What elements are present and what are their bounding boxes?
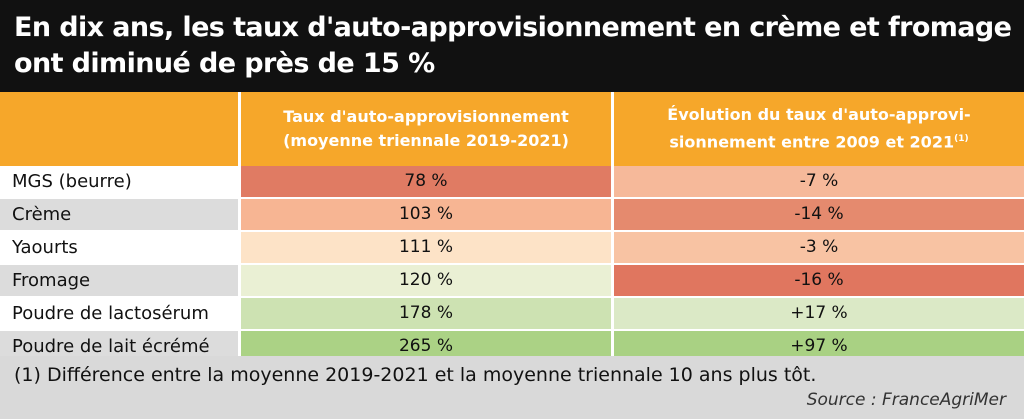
table-row: Fromage 120 % -16 %: [0, 265, 1024, 298]
table-body: MGS (beurre) 78 % -7 % Crème 103 % -14 % Yaour…: [0, 166, 1024, 364]
header-rate: Taux d'auto-approvisionnement (moyenne t…: [238, 92, 611, 166]
header-change-line-2: sionnement entre 2009 et 2021(1): [614, 127, 1024, 154]
header-change: Évolution du taux d'auto-approvi- sionne…: [611, 92, 1024, 166]
header-rate-line-1: Taux d'auto-approvisionnement: [283, 107, 569, 126]
rate-cell: 120 %: [238, 265, 611, 296]
source-credit: Source : FranceAgriMer: [806, 390, 1006, 410]
header-change-line-2-text: sionnement entre 2009 et 2021: [669, 132, 955, 152]
table-row: Poudre de lactosérum 178 % +17 %: [0, 298, 1024, 331]
footnote-text: (1) Différence entre la moyenne 2019-202…: [14, 364, 817, 386]
title-bar: En dix ans, les taux d'auto-approvisionn…: [0, 0, 1024, 92]
table-row: Crème 103 % -14 %: [0, 199, 1024, 232]
table-header: Taux d'auto-approvisionnement (moyenne t…: [0, 92, 1024, 166]
change-cell: +17 %: [611, 298, 1024, 329]
table-row: Yaourts 111 % -3 %: [0, 232, 1024, 265]
title-line-1: En dix ans, les taux d'auto-approvisionn…: [14, 12, 1012, 43]
header-rate-line-2: (moyenne triennale 2019-2021): [283, 131, 569, 150]
title-line-2: ont diminué de près de 15 %: [14, 48, 435, 79]
change-cell: -7 %: [611, 166, 1024, 197]
row-label: MGS (beurre): [0, 166, 238, 197]
change-cell: -14 %: [611, 199, 1024, 230]
change-cell: -3 %: [611, 232, 1024, 263]
rate-cell: 178 %: [238, 298, 611, 329]
header-change-line-1: Évolution du taux d'auto-approvi-: [667, 105, 971, 125]
rate-cell: 78 %: [238, 166, 611, 197]
header-empty-cell: [0, 92, 238, 166]
footnote-marker: (1): [954, 134, 969, 145]
data-table: Taux d'auto-approvisionnement (moyenne t…: [0, 92, 1024, 364]
rate-cell: 111 %: [238, 232, 611, 263]
row-label: Crème: [0, 199, 238, 230]
row-label: Fromage: [0, 265, 238, 296]
row-label: Yaourts: [0, 232, 238, 263]
table-row: MGS (beurre) 78 % -7 %: [0, 166, 1024, 199]
row-label: Poudre de lactosérum: [0, 298, 238, 329]
footnote-area: (1) Différence entre la moyenne 2019-202…: [0, 356, 1024, 419]
rate-cell: 103 %: [238, 199, 611, 230]
change-cell: -16 %: [611, 265, 1024, 296]
